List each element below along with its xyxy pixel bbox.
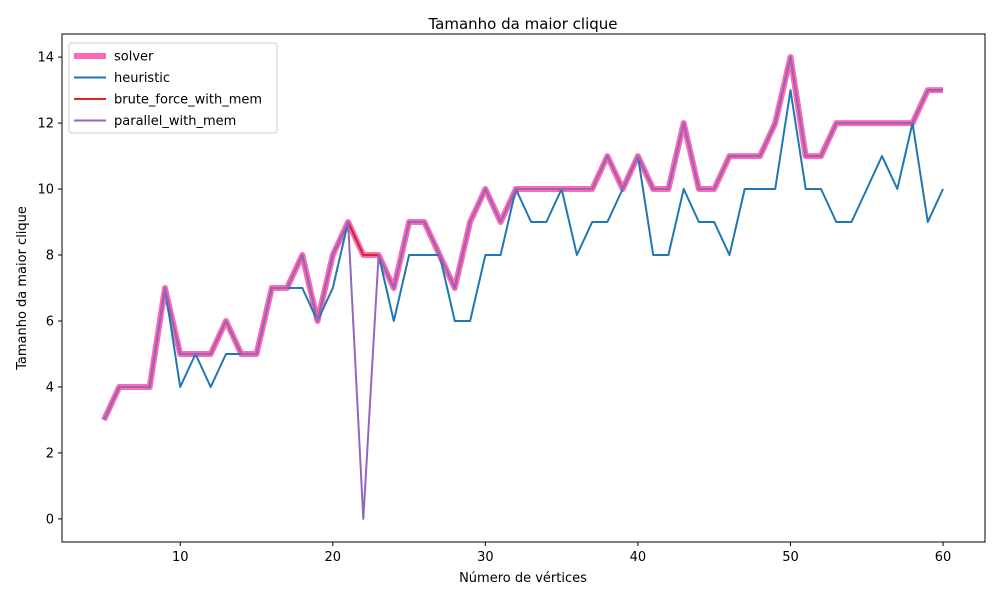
y-tick-label: 4 [46,380,54,395]
x-tick-label: 20 [325,550,342,565]
plot-lines [101,54,944,520]
legend-label: solver [114,50,154,65]
legend: solver heuristic brute_force_with_memparal… [68,42,278,134]
x-axis: 10 20 30 40 50 60 [172,542,951,565]
x-tick-label: 50 [782,550,799,565]
x-axis-label: Número de vértices [459,571,587,586]
y-tick-label: 10 [37,183,54,198]
series-line-parallel-with-mem [103,56,943,520]
x-tick-label: 10 [172,550,189,565]
y-tick-label: 12 [37,117,54,132]
y-tick-label: 2 [46,446,54,461]
legend-label: parallel_with_mem [114,114,236,129]
chart-title: Tamanho da maior clique [427,15,617,33]
plot-frame [61,33,986,543]
x-tick-label: 60 [935,550,952,565]
y-tick-label: 0 [46,512,54,527]
y-tick-label: 8 [46,249,54,264]
x-tick-label: 30 [477,550,494,565]
y-axis-label: Tamanho da maior clique [15,206,30,371]
y-tick-label: 6 [46,314,54,329]
legend-label: brute_force_with_mem [114,93,262,108]
legend-box [68,42,278,134]
y-axis: 0 2 4 6 8 10 12 14 [37,51,62,527]
y-tick-label: 14 [37,51,54,66]
legend-label: heuristic [114,71,170,86]
x-tick-label: 40 [630,550,647,565]
